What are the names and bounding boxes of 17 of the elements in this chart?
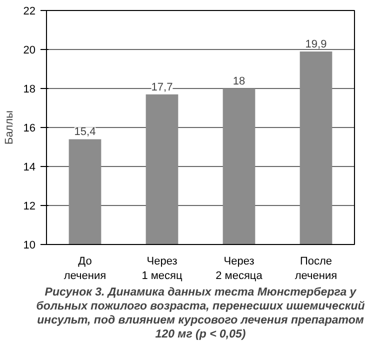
y-tick-label: 18 <box>23 84 36 96</box>
y-tick-label: 12 <box>23 200 36 212</box>
y-axis-title: Баллы <box>3 110 16 145</box>
y-tick-label: 14 <box>23 162 36 174</box>
x-tick-label: Через 2 месяца <box>216 256 264 282</box>
data-label: 17,7 <box>151 81 173 94</box>
x-tick-label: До лечения <box>64 256 106 282</box>
y-tick-label: 16 <box>23 122 36 134</box>
x-tick-label: Через 1 месяц <box>142 256 184 282</box>
data-label: 19,9 <box>305 38 327 50</box>
data-label: 18 <box>232 76 246 88</box>
y-tick-label: 22 <box>23 6 36 18</box>
y-tick-label: 10 <box>23 240 36 252</box>
x-tick-label: После лечения <box>294 256 338 282</box>
text: Рисунок 3. Динамика данных теста Мюнстерберга у больных пожилого возраста, перенесших ишемический инсульт, под влиянием курсового лечения препаратом 120 мг (p < 0,05) <box>36 286 365 340</box>
y-tick-label: 20 <box>23 44 36 56</box>
data-label: 15,4 <box>74 126 96 138</box>
